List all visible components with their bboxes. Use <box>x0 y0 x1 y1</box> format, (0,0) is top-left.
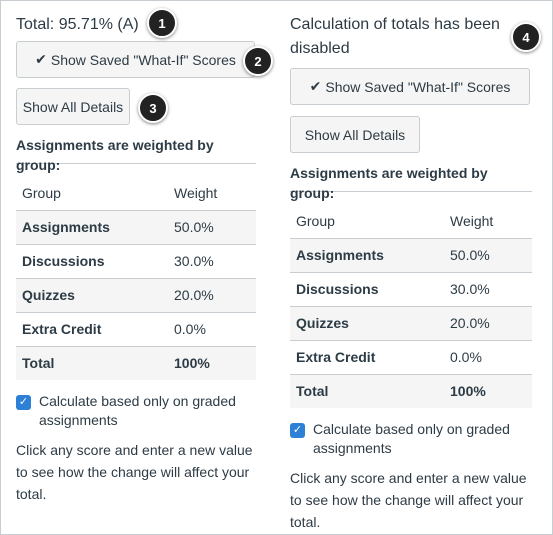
group-cell: Total <box>290 373 444 408</box>
table-row: Quizzes 20.0% <box>290 305 532 340</box>
weight-cell: 50.0% <box>444 237 532 272</box>
show-all-details-button[interactable]: Show All Details <box>16 88 130 125</box>
show-all-details-button[interactable]: Show All Details <box>290 116 420 153</box>
calculate-graded-only-option[interactable]: ✓ Calculate based only on graded assignm… <box>16 392 256 430</box>
checkbox-checked-icon[interactable]: ✓ <box>16 395 31 410</box>
group-cell: Assignments <box>290 237 444 272</box>
weight-header: Weight <box>450 212 494 229</box>
show-whatif-scores-button[interactable]: ✔ Show Saved "What-If" Scores <box>16 41 255 78</box>
grade-total: Total: 95.71% (A) <box>16 16 139 33</box>
group-header: Group <box>296 212 335 229</box>
group-cell: Extra Credit <box>16 311 168 346</box>
right-panel: Calculation of totals has been disabled … <box>290 13 532 533</box>
table-row: Extra Credit 0.0% <box>16 311 256 346</box>
table-row: Assignments 50.0% <box>16 209 256 244</box>
left-panel: Total: 95.71% (A) ✔ Show Saved "What-If"… <box>16 13 256 505</box>
weight-cell: 20.0% <box>444 305 532 340</box>
table-row: Quizzes 20.0% <box>16 277 256 312</box>
check-icon: ✔ <box>35 51 47 67</box>
table-header-row: Group Weight <box>290 204 532 238</box>
group-header: Group <box>22 184 61 201</box>
weights-table: Group Weight Assignments 50.0% Discussio… <box>16 176 256 380</box>
weight-cell: 50.0% <box>168 209 256 244</box>
whatif-label: Show Saved "What-If" Scores <box>50 51 236 68</box>
whatif-label: Show Saved "What-If" Scores <box>325 78 511 95</box>
weight-cell: 0.0% <box>444 339 532 374</box>
weight-cell: 100% <box>168 345 256 380</box>
divider <box>16 163 256 164</box>
weight-cell: 30.0% <box>444 271 532 306</box>
group-cell: Total <box>16 345 168 380</box>
weighted-heading: Assignments are weighted by group: <box>290 165 488 201</box>
weights-table: Group Weight Assignments 50.0% Discussio… <box>290 204 532 408</box>
weighted-heading: Assignments are weighted by group: <box>16 137 214 173</box>
whatif-help-text: Click any score and enter a new value to… <box>290 470 527 530</box>
weight-header: Weight <box>174 184 218 201</box>
whatif-help-text: Click any score and enter a new value to… <box>16 442 253 502</box>
group-cell: Discussions <box>290 271 444 306</box>
group-cell: Quizzes <box>290 305 444 340</box>
group-cell: Extra Credit <box>290 339 444 374</box>
check-icon: ✔ <box>309 78 322 94</box>
callout-badge-1: 1 <box>147 8 177 38</box>
show-whatif-scores-button[interactable]: ✔ Show Saved "What-If" Scores <box>290 68 530 105</box>
weight-cell: 20.0% <box>168 277 256 312</box>
weight-cell: 30.0% <box>168 243 256 278</box>
weight-cell: 100% <box>444 373 532 408</box>
callout-badge-2: 2 <box>243 46 273 76</box>
weight-cell: 0.0% <box>168 311 256 346</box>
table-row: Discussions 30.0% <box>16 243 256 278</box>
calculate-graded-only-option[interactable]: ✓ Calculate based only on graded assignm… <box>290 420 532 458</box>
table-row: Extra Credit 0.0% <box>290 339 532 374</box>
calculate-graded-label: Calculate based only on graded assignmen… <box>39 393 236 428</box>
table-header-row: Group Weight <box>16 176 256 210</box>
group-cell: Discussions <box>16 243 168 278</box>
group-cell: Assignments <box>16 209 168 244</box>
callout-badge-3: 3 <box>138 93 168 123</box>
divider <box>290 191 532 192</box>
calculate-graded-label: Calculate based only on graded assignmen… <box>313 421 510 456</box>
table-row-total: Total 100% <box>290 373 532 408</box>
callout-badge-4: 4 <box>511 22 541 52</box>
table-row: Discussions 30.0% <box>290 271 532 306</box>
table-row: Assignments 50.0% <box>290 237 532 272</box>
group-cell: Quizzes <box>16 277 168 312</box>
totals-disabled-message: Calculation of totals has been disabled <box>290 16 500 57</box>
checkbox-checked-icon[interactable]: ✓ <box>290 423 305 438</box>
table-row-total: Total 100% <box>16 345 256 380</box>
